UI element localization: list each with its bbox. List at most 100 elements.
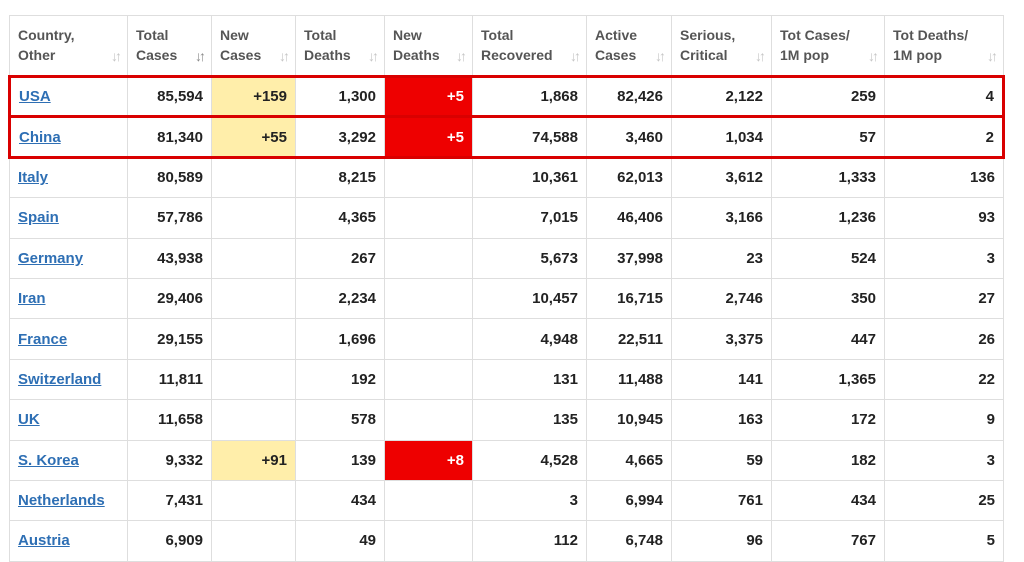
table-row: Iran 29,406 2,234 10,457 16,715 2,746 350 27: [9, 277, 1004, 320]
column-header-line1: New: [393, 27, 422, 43]
cell-active-cases: 46,406: [586, 197, 672, 239]
cell-new-deaths: [384, 156, 473, 199]
cell-active-cases: 11,488: [586, 358, 672, 401]
cell-new-cases: [211, 277, 296, 320]
table-row: Italy 80,589 8,215 10,361 62,013 3,612 1,333 13…: [9, 156, 1004, 199]
cell-total-cases: 57,786: [127, 197, 212, 239]
sort-arrows-icon[interactable]: ↓↑: [368, 48, 379, 64]
sort-arrows-icon[interactable]: ↓↑: [111, 48, 122, 64]
cell-total-cases: 11,658: [127, 399, 212, 441]
table-body: USA 85,594 +159 1,300 +5 1,868 82,426 2,122 259 4…: [8, 74, 1005, 562]
cell-tot-cases-per-1m: 1,365: [771, 358, 885, 401]
header-row: Country, Other ↓↑ Total Cases ↓↑ New Cases ↓↑ Tot…: [9, 15, 1004, 77]
sort-arrows-icon[interactable]: ↓↑: [279, 48, 290, 64]
column-header-label: Total Cases: [128, 16, 211, 65]
cell-total-recovered: 131: [472, 358, 587, 401]
cell-new-deaths: +8: [384, 439, 473, 481]
cell-total-recovered: 10,457: [472, 277, 587, 320]
country-link[interactable]: Switzerland: [18, 370, 102, 388]
country-link[interactable]: S. Korea: [18, 451, 79, 469]
column-header-line1: Total: [304, 27, 337, 43]
column-header-label: Total Deaths: [296, 16, 384, 65]
cell-total-deaths: 578: [295, 399, 385, 441]
cell-serious-critical: 2,122: [671, 74, 772, 119]
column-header-label: Active Cases: [587, 16, 671, 65]
cell-serious-critical: 2,746: [671, 277, 772, 320]
column-header-serious-critical[interactable]: Serious, Critical ↓↑: [671, 15, 772, 77]
sort-arrows-icon[interactable]: ↓↑: [570, 48, 581, 64]
cell-total-cases: 6,909: [127, 520, 212, 562]
cell-tot-cases-per-1m: 57: [771, 115, 885, 159]
country-link[interactable]: Spain: [18, 209, 59, 227]
country-link[interactable]: Germany: [18, 249, 84, 267]
country-link[interactable]: Austria: [18, 532, 70, 550]
cell-total-recovered: 135: [472, 399, 587, 441]
table-row: Germany 43,938 267 5,673 37,998 23 524 3: [9, 237, 1004, 279]
country-link[interactable]: France: [18, 330, 68, 348]
column-header-tot-deaths-per-1m[interactable]: Tot Deaths/1M pop ↓↑: [884, 15, 1004, 77]
cell-new-cases: +159: [211, 74, 296, 119]
column-header-active-cases[interactable]: Active Cases ↓↑: [586, 15, 672, 77]
cell-tot-cases-per-1m: 350: [771, 277, 885, 320]
cell-new-deaths: [384, 237, 473, 279]
cell-country: Spain: [9, 197, 128, 239]
cell-total-recovered: 112: [472, 520, 587, 562]
column-header-new-cases[interactable]: New Cases ↓↑: [211, 15, 296, 77]
cell-new-deaths: [384, 358, 473, 401]
cell-total-recovered: 5,673: [472, 237, 587, 279]
cell-tot-deaths-per-1m: 9: [884, 399, 1004, 441]
column-header-line2: Recovered: [481, 47, 553, 63]
country-link[interactable]: UK: [18, 411, 40, 429]
cell-new-deaths: +5: [384, 115, 473, 159]
cell-tot-cases-per-1m: 1,236: [771, 197, 885, 239]
cell-active-cases: 22,511: [586, 318, 672, 360]
cell-tot-cases-per-1m: 1,333: [771, 156, 885, 199]
cell-active-cases: 4,665: [586, 439, 672, 481]
column-header-new-deaths[interactable]: New Deaths ↓↑: [384, 15, 473, 77]
sort-arrows-icon[interactable]: ↓↑: [456, 48, 467, 64]
cell-tot-deaths-per-1m: 3: [884, 439, 1004, 481]
sort-arrows-icon[interactable]: ↓↑: [195, 48, 206, 64]
cell-serious-critical: 3,166: [671, 197, 772, 239]
cell-tot-cases-per-1m: 259: [771, 74, 885, 119]
cell-total-cases: 80,589: [127, 156, 212, 199]
country-link[interactable]: China: [19, 128, 61, 146]
cell-tot-deaths-per-1m: 25: [884, 479, 1004, 522]
column-header-line1: Country,: [18, 27, 75, 43]
cell-active-cases: 37,998: [586, 237, 672, 279]
column-header-country[interactable]: Country, Other ↓↑: [9, 15, 128, 77]
column-header-line1: Total: [481, 27, 514, 43]
cell-tot-cases-per-1m: 524: [771, 237, 885, 279]
cell-active-cases: 16,715: [586, 277, 672, 320]
cell-total-recovered: 74,588: [472, 115, 587, 159]
cell-country: USA: [8, 74, 128, 119]
column-header-label: New Cases: [212, 16, 295, 65]
cell-new-cases: +91: [211, 439, 296, 481]
cell-serious-critical: 163: [671, 399, 772, 441]
cell-active-cases: 62,013: [586, 156, 672, 199]
country-link[interactable]: USA: [19, 88, 51, 106]
cell-total-recovered: 4,528: [472, 439, 587, 481]
column-header-total-deaths[interactable]: Total Deaths ↓↑: [295, 15, 385, 77]
country-link[interactable]: Italy: [18, 169, 49, 187]
cell-total-deaths: 49: [295, 520, 385, 562]
table-row: UK 11,658 578 135 10,945 163 172 9: [9, 399, 1004, 441]
column-header-tot-cases-per-1m[interactable]: Tot Cases/1M pop ↓↑: [771, 15, 885, 77]
sort-arrows-icon[interactable]: ↓↑: [755, 48, 766, 64]
sort-arrows-icon[interactable]: ↓↑: [868, 48, 879, 64]
cell-total-deaths: 1,300: [295, 74, 385, 119]
cell-tot-deaths-per-1m: 93: [884, 197, 1004, 239]
cell-total-deaths: 2,234: [295, 277, 385, 320]
sort-arrows-icon[interactable]: ↓↑: [655, 48, 666, 64]
cell-new-deaths: [384, 197, 473, 239]
cell-tot-deaths-per-1m: 27: [884, 277, 1004, 320]
cell-total-deaths: 192: [295, 358, 385, 401]
sort-arrows-icon[interactable]: ↓↑: [987, 48, 998, 64]
column-header-total-recovered[interactable]: Total Recovered ↓↑: [472, 15, 587, 77]
country-link[interactable]: Netherlands: [18, 492, 105, 510]
column-header-line2: Cases: [220, 47, 262, 63]
column-header-total-cases[interactable]: Total Cases ↓↑: [127, 15, 212, 77]
cell-country: Iran: [9, 277, 128, 320]
country-link[interactable]: Iran: [18, 290, 46, 308]
cell-total-cases: 85,594: [127, 74, 212, 119]
